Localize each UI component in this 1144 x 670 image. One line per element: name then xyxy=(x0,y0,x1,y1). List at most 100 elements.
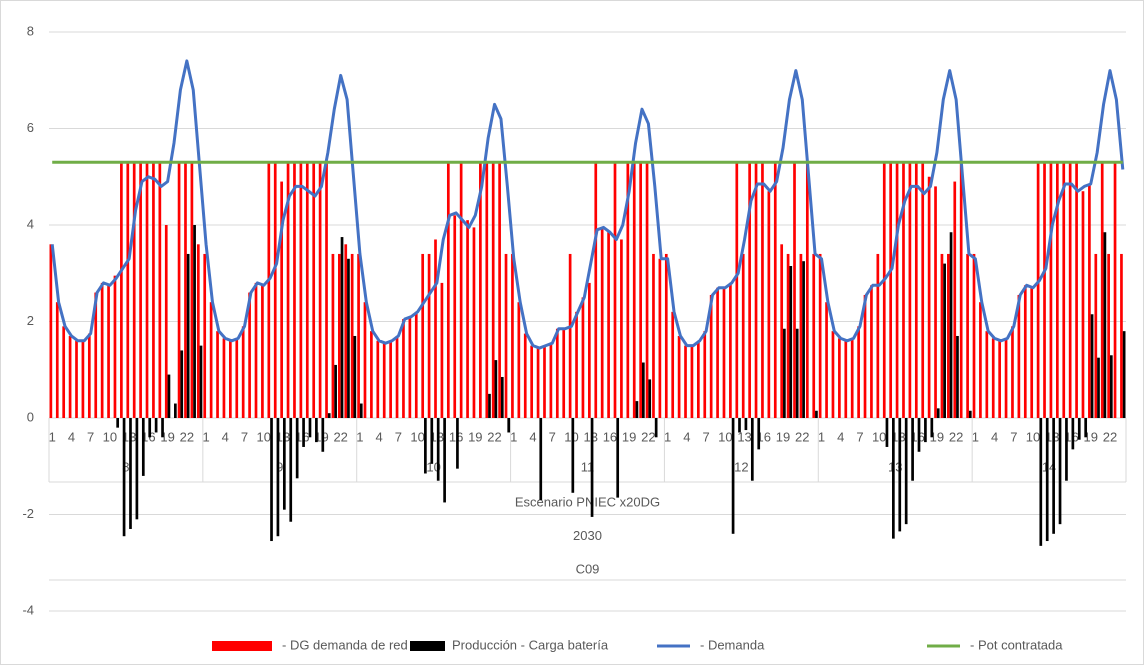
x-tick-label: 4 xyxy=(222,429,229,444)
bar xyxy=(1062,162,1066,418)
legend-label: - Pot contratada xyxy=(970,637,1063,652)
x-tick-label: 16 xyxy=(603,429,617,444)
bar xyxy=(991,338,995,418)
group-label: 8 xyxy=(122,459,129,474)
bar xyxy=(286,162,290,418)
bar xyxy=(94,292,98,418)
bar xyxy=(1120,253,1123,418)
bar xyxy=(773,162,777,418)
bar xyxy=(750,418,754,481)
bar xyxy=(716,287,719,418)
bar xyxy=(116,418,120,428)
bar xyxy=(459,162,463,418)
x-tick-label: 7 xyxy=(1010,429,1017,444)
bar xyxy=(590,418,594,517)
bar xyxy=(273,162,277,418)
bar xyxy=(75,340,78,418)
bar xyxy=(645,162,649,418)
bar xyxy=(947,253,950,418)
y-tick-label: 8 xyxy=(27,23,34,38)
x-tick-label: 7 xyxy=(549,429,556,444)
bar xyxy=(953,181,957,418)
bar xyxy=(1071,418,1075,450)
bar xyxy=(1084,418,1088,438)
bar xyxy=(870,285,873,418)
bar xyxy=(924,418,927,443)
bar xyxy=(731,418,735,534)
bar xyxy=(626,162,630,418)
bar xyxy=(908,162,912,418)
bar xyxy=(167,374,171,418)
bar xyxy=(1122,331,1126,418)
bar xyxy=(921,162,925,418)
x-tick-label: 22 xyxy=(795,429,809,444)
bar xyxy=(327,413,331,418)
y-tick-label: 6 xyxy=(27,120,34,135)
x-tick-label: 7 xyxy=(241,429,248,444)
x-tick-label: 1 xyxy=(510,429,517,444)
bar xyxy=(353,335,357,418)
bar xyxy=(616,418,620,498)
bar xyxy=(1030,287,1034,418)
bar xyxy=(100,282,104,418)
x-tick-label: 1 xyxy=(356,429,363,444)
bar xyxy=(1100,162,1104,418)
bar xyxy=(504,253,508,418)
bar xyxy=(453,215,457,418)
bar xyxy=(107,285,110,418)
bar xyxy=(337,253,341,418)
bar xyxy=(203,253,207,418)
bar xyxy=(62,326,66,418)
bar xyxy=(1036,162,1040,418)
bar xyxy=(344,244,348,418)
bar xyxy=(186,253,190,418)
legend-label: Producción - Carga batería xyxy=(452,637,609,652)
bar xyxy=(261,285,264,418)
bar xyxy=(350,253,354,418)
bar xyxy=(1043,162,1046,418)
bar xyxy=(594,162,598,418)
bar xyxy=(180,350,184,418)
bar xyxy=(581,297,585,418)
bar xyxy=(911,418,914,481)
bar xyxy=(703,331,707,418)
bar xyxy=(799,253,803,418)
bar xyxy=(498,162,501,418)
bar xyxy=(549,343,553,418)
bar xyxy=(443,418,446,503)
bar xyxy=(729,282,732,418)
bar xyxy=(741,253,745,418)
bar xyxy=(562,328,566,418)
bar xyxy=(340,237,344,418)
bar xyxy=(321,418,325,452)
bar xyxy=(956,335,959,418)
bar xyxy=(427,253,431,418)
bar xyxy=(831,331,835,418)
bar xyxy=(241,326,245,418)
x-tick-label: 10 xyxy=(103,429,117,444)
x-tick-label: 19 xyxy=(160,429,174,444)
bar xyxy=(129,418,132,529)
bar xyxy=(812,253,816,418)
x-tick-label: 4 xyxy=(68,429,75,444)
bar xyxy=(276,418,280,537)
x-tick-label: 4 xyxy=(991,429,998,444)
bar xyxy=(1081,191,1085,418)
bar xyxy=(968,410,972,418)
bar xyxy=(876,253,880,418)
bar xyxy=(408,316,412,418)
bar xyxy=(754,162,758,418)
bar xyxy=(885,418,889,447)
bar xyxy=(658,258,662,418)
bar xyxy=(1058,418,1062,525)
bar xyxy=(299,162,303,418)
bar xyxy=(738,418,741,433)
bar xyxy=(1109,355,1113,418)
bar xyxy=(507,418,511,433)
group-label: 12 xyxy=(734,459,748,474)
bar xyxy=(491,162,495,418)
bar xyxy=(639,162,642,418)
legend-swatch xyxy=(410,641,445,651)
line xyxy=(50,59,1125,350)
y-tick-label: 2 xyxy=(27,313,34,328)
